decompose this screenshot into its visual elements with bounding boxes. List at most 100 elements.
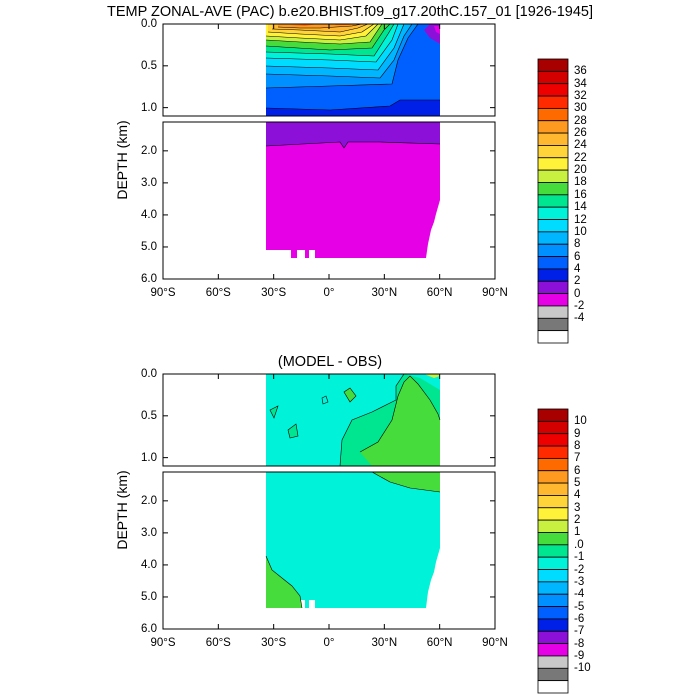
colorbar-label: 32 bbox=[574, 90, 587, 103]
colorbar-swatch bbox=[537, 145, 569, 159]
x-tick-label: 60°S bbox=[205, 287, 231, 299]
y-tick-label: 0.0 bbox=[141, 18, 157, 30]
colorbar-label: 12 bbox=[574, 213, 587, 226]
colorbar-label: 2 bbox=[574, 514, 581, 527]
colorbar-label: 10 bbox=[574, 415, 587, 428]
x-tick-label: 90°N bbox=[482, 637, 508, 649]
x-tick-label: 60°N bbox=[426, 287, 453, 299]
colorbar-swatch bbox=[537, 470, 569, 484]
colorbar-swatch bbox=[537, 330, 569, 344]
colorbar-label: -9 bbox=[574, 649, 585, 662]
colorbar-swatch bbox=[537, 182, 569, 196]
colorbar-label: 8 bbox=[574, 238, 581, 251]
colorbar-swatch bbox=[537, 157, 569, 171]
y-tick-label: 6.0 bbox=[141, 623, 157, 635]
colorbar-label: 36 bbox=[574, 65, 587, 78]
colorbar-swatch bbox=[537, 457, 569, 472]
x-tick-label: 90°S bbox=[150, 637, 176, 649]
x-tick-label: 30°N bbox=[371, 287, 398, 299]
diff-surface-warm bbox=[424, 374, 440, 378]
colorbar-swatch bbox=[537, 433, 569, 447]
y-tick-label: 6.0 bbox=[141, 273, 157, 285]
colorbar-label: .0 bbox=[574, 538, 584, 551]
colorbar-swatch bbox=[537, 618, 569, 632]
colorbar-swatch bbox=[537, 305, 569, 319]
x-tick-label: 60°N bbox=[426, 637, 453, 649]
colorbar-label: -4 bbox=[574, 312, 585, 325]
y-tick-label: 2.0 bbox=[141, 144, 157, 157]
colorbar-swatch bbox=[537, 206, 569, 220]
colorbar-swatch bbox=[537, 482, 569, 496]
colorbar-swatch bbox=[537, 556, 569, 570]
colorbar-label: -6 bbox=[574, 612, 585, 625]
colorbar-label: 5 bbox=[574, 477, 581, 490]
y-axis-label-top: DEPTH (km) bbox=[114, 120, 130, 200]
field-deep-2-4 bbox=[266, 122, 440, 148]
x-tick-label: 30°N bbox=[371, 637, 398, 649]
temperature-upper-field bbox=[265, 24, 440, 116]
diff-deep-0-1-north bbox=[372, 472, 440, 492]
colorbar-swatch bbox=[537, 293, 569, 307]
colorbar-swatch bbox=[537, 120, 569, 134]
colorbar-label: -4 bbox=[574, 588, 585, 601]
colorbar-swatch bbox=[537, 532, 569, 546]
colorbar-swatch bbox=[537, 593, 569, 607]
colorbar-swatch bbox=[537, 243, 569, 257]
colorbar-label: -10 bbox=[574, 662, 591, 675]
colorbar-label: 1 bbox=[574, 526, 581, 539]
colorbar-swatch bbox=[537, 280, 569, 295]
colorbar-label: 34 bbox=[574, 77, 587, 90]
colorbar-swatch bbox=[537, 194, 569, 208]
colorbar-swatch bbox=[537, 630, 569, 645]
colorbar-label: 14 bbox=[574, 201, 587, 214]
diff-patch-0-1-sw bbox=[288, 424, 298, 438]
colorbar-swatch bbox=[537, 420, 569, 435]
colorbar-swatch bbox=[537, 408, 569, 422]
diff-band-m1-0 bbox=[266, 374, 440, 466]
colorbar-label: 24 bbox=[574, 139, 587, 152]
contour-lines-upper bbox=[265, 24, 440, 111]
colorbar-swatch bbox=[537, 219, 569, 233]
colorbar-label: 6 bbox=[574, 464, 581, 477]
y-axis-label-bottom: DEPTH (km) bbox=[114, 470, 130, 550]
colorbar-label: -2 bbox=[574, 563, 585, 576]
x-tick-label: 90°S bbox=[150, 287, 176, 299]
contour-line-deep bbox=[265, 141, 441, 149]
colorbar-label: -8 bbox=[574, 637, 585, 650]
colorbar-swatch bbox=[537, 569, 569, 583]
y-tick-label: 5.0 bbox=[141, 590, 157, 603]
colorbar-swatch bbox=[537, 680, 569, 694]
x-tick-label: 90°N bbox=[482, 287, 508, 299]
field-band-2-4-bottom bbox=[266, 100, 440, 116]
colorbar-swatch bbox=[537, 606, 569, 620]
colorbar-label: 20 bbox=[574, 164, 587, 177]
y-tick-label: 0.5 bbox=[141, 59, 157, 72]
y-tick-label: 2.0 bbox=[141, 494, 157, 507]
colorbar-label: 4 bbox=[574, 489, 581, 502]
difference-upper-field bbox=[266, 374, 441, 466]
x-tick-label: 60°S bbox=[205, 637, 231, 649]
difference-lower-field bbox=[265, 472, 441, 609]
plot-frames bbox=[162, 23, 569, 694]
colorbar-swatch bbox=[537, 495, 569, 509]
colorbar-label: 18 bbox=[574, 176, 587, 189]
colorbar-label: 0 bbox=[574, 287, 581, 300]
y-tick-label: 4.0 bbox=[141, 208, 157, 221]
y-tick-label: 0.0 bbox=[141, 368, 157, 380]
diff-band-1-2 bbox=[360, 376, 440, 466]
colorbar-swatch bbox=[537, 445, 569, 459]
x-tick-label: 30°S bbox=[261, 637, 287, 649]
x-tick-label: 0° bbox=[323, 637, 335, 649]
field-deep-0-2 bbox=[266, 122, 440, 258]
colorbar-label: 28 bbox=[574, 114, 587, 127]
colorbar-swatch bbox=[537, 58, 569, 72]
colorbar-label: -2 bbox=[574, 299, 585, 312]
y-tick-label: 3.0 bbox=[141, 526, 157, 539]
colorbar-swatch bbox=[537, 643, 569, 657]
y-tick-label: 0.5 bbox=[141, 409, 157, 422]
colorbar-label: 22 bbox=[574, 151, 587, 164]
colorbar-label: -5 bbox=[574, 600, 585, 613]
y-tick-label: 3.0 bbox=[141, 176, 157, 189]
colorbar-label: 8 bbox=[574, 440, 581, 453]
contour-lines-diff-upper bbox=[269, 374, 441, 466]
